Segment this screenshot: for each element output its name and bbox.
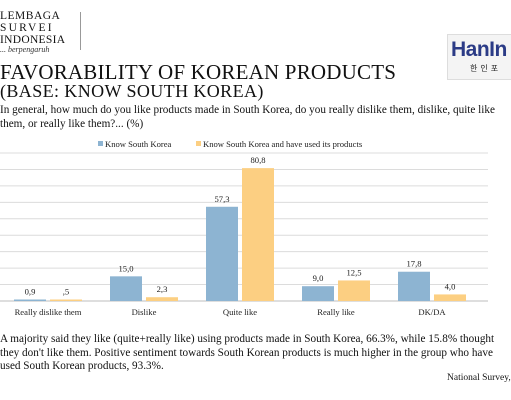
bar-0-4 xyxy=(398,271,430,301)
value-label-0-1: 15,0 xyxy=(118,263,133,273)
value-label-0-0: 0,9 xyxy=(25,287,36,297)
chart-value-labels: 0,9 ,5 15,0 2,3 57,3 80,8 9,0 12,5 17,8 4,0 xyxy=(25,155,456,296)
bar-1-3 xyxy=(338,280,370,301)
bar-0-1 xyxy=(110,276,142,301)
chart-bars xyxy=(14,168,466,301)
bar-1-2 xyxy=(242,168,274,301)
legend-label-1: Know South Korea and have used its produ… xyxy=(203,139,363,149)
legend-label-0: Know South Korea xyxy=(105,139,172,149)
legend-swatch-1 xyxy=(196,141,201,146)
summary-text: A majority said they like (quite+really … xyxy=(0,333,495,372)
lsi-logo: LEMBAGA SURVEI INDONESIA ... berpengaruh xyxy=(0,10,80,55)
hanin-logo-korean: 한인포 xyxy=(470,64,502,73)
slide-title: FAVORABILITY OF KOREAN PRODUCTS xyxy=(0,60,397,84)
value-label-1-3: 12,5 xyxy=(346,267,361,277)
hanin-logo: HanIn 한인포 xyxy=(447,34,511,80)
lsi-logo-tagline: ... berpengaruh xyxy=(0,45,50,55)
lsi-logo-line1: LEMBAGA xyxy=(0,10,61,22)
category-label-0: Really dislike them xyxy=(15,307,82,317)
value-label-0-4: 17,8 xyxy=(406,259,421,269)
category-label-2: Quite like xyxy=(223,307,257,317)
bar-chart: Know South Korea Know South Korea and hav… xyxy=(0,139,488,317)
category-label-3: Really like xyxy=(317,307,355,317)
value-label-0-2: 57,3 xyxy=(214,194,229,204)
source-note: National Survey, S xyxy=(447,373,511,383)
value-label-1-2: 80,8 xyxy=(250,155,265,165)
category-label-4: DK/DA xyxy=(418,307,446,317)
bar-1-1 xyxy=(146,297,178,301)
category-label-1: Dislike xyxy=(132,307,157,317)
value-label-1-4: 4,0 xyxy=(445,281,456,291)
value-label-1-0: ,5 xyxy=(63,287,69,297)
bar-1-4 xyxy=(434,294,466,301)
survey-question: In general, how much do you like product… xyxy=(0,104,495,130)
bar-0-3 xyxy=(302,286,334,301)
value-label-0-3: 9,0 xyxy=(313,273,324,283)
lsi-logo-line3: INDONESIA xyxy=(0,34,66,47)
bar-0-2 xyxy=(206,206,238,301)
lsi-logo-line2: SURVEI xyxy=(0,22,54,35)
value-label-1-1: 2,3 xyxy=(157,284,168,294)
chart-legend: Know South Korea Know South Korea and hav… xyxy=(98,139,363,149)
logo-divider xyxy=(80,12,81,50)
bar-1-0 xyxy=(50,299,82,301)
slide-subtitle: (BASE: KNOW SOUTH KOREA) xyxy=(0,81,264,101)
bar-0-0 xyxy=(14,299,46,301)
legend-swatch-0 xyxy=(98,141,103,146)
chart-category-labels: Really dislike them Dislike Quite like Real… xyxy=(15,307,447,317)
hanin-logo-text: HanIn xyxy=(451,38,507,61)
